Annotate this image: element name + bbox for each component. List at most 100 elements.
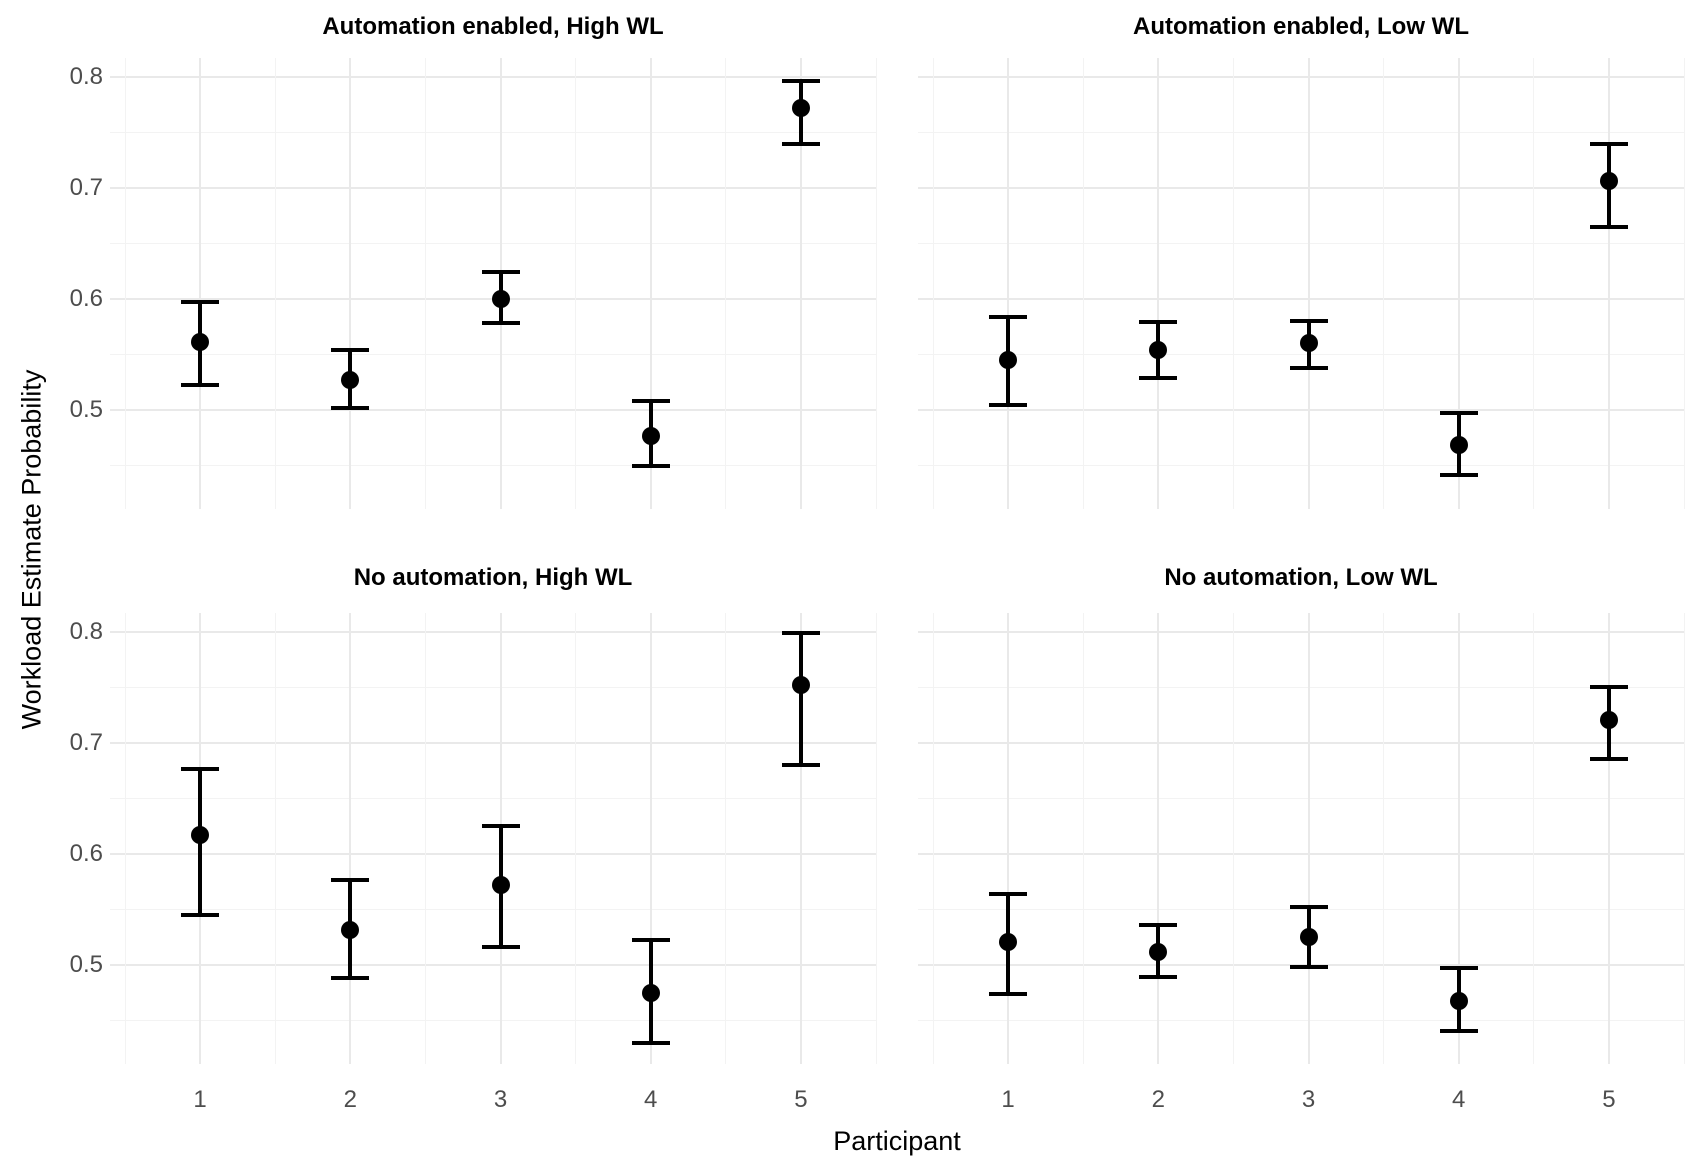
gridline-minor-v bbox=[1383, 58, 1385, 509]
data-point bbox=[191, 826, 210, 845]
error-bar-cap-top bbox=[1589, 685, 1628, 690]
error-bar-cap-bottom bbox=[481, 321, 520, 326]
gridline-minor-h bbox=[110, 243, 876, 244]
gridline-minor-h bbox=[918, 798, 1684, 799]
error-bar-cap-bottom bbox=[631, 1040, 670, 1045]
gridline-major-v bbox=[799, 58, 802, 509]
gridline-minor-h bbox=[918, 909, 1684, 911]
gridline-major-h bbox=[110, 964, 876, 967]
gridline-minor-v bbox=[1082, 613, 1084, 1064]
y-tick-label: 0.8 bbox=[69, 62, 103, 90]
gridline-minor-v bbox=[424, 613, 426, 1064]
gridline-major-h bbox=[110, 630, 876, 633]
error-bar-cap-top bbox=[181, 300, 220, 305]
gridline-minor-h bbox=[110, 1020, 876, 1022]
gridline-major-v bbox=[799, 613, 802, 1064]
gridline-minor-v bbox=[725, 58, 727, 509]
error-bar-cap-top bbox=[481, 270, 520, 275]
error-bar-cap-bottom bbox=[1289, 965, 1328, 970]
gridline-major-h bbox=[918, 186, 1684, 189]
gridline-major-h bbox=[110, 741, 876, 744]
data-point bbox=[491, 876, 510, 895]
gridline-major-h bbox=[110, 186, 876, 189]
gridline-minor-v bbox=[274, 58, 276, 509]
gridline-minor-v bbox=[1232, 58, 1234, 509]
gridline-major-v bbox=[349, 58, 352, 509]
error-bar-cap-bottom bbox=[1139, 375, 1178, 380]
gridline-minor-h bbox=[110, 686, 876, 688]
data-point bbox=[641, 983, 660, 1002]
error-bar-cap-bottom bbox=[331, 405, 370, 410]
error-bar-cap-top bbox=[1139, 923, 1178, 928]
gridline-minor-v bbox=[1683, 613, 1685, 1064]
gridline-major-v bbox=[1457, 58, 1460, 509]
error-bar-cap-top bbox=[181, 766, 220, 771]
y-tick-label: 0.7 bbox=[69, 173, 103, 201]
gridline-major-v bbox=[1607, 58, 1610, 509]
facet-panel bbox=[110, 613, 877, 1064]
gridline-major-h bbox=[918, 75, 1684, 78]
error-bar-cap-bottom bbox=[181, 382, 220, 387]
facet-panel bbox=[110, 58, 877, 509]
gridline-minor-v bbox=[1232, 613, 1234, 1064]
error-bar-cap-bottom bbox=[481, 945, 520, 950]
gridline-minor-h bbox=[110, 798, 876, 799]
gridline-minor-v bbox=[932, 58, 934, 509]
gridline-major-v bbox=[199, 58, 202, 509]
x-tick-label: 1 bbox=[1001, 1086, 1015, 1113]
data-point bbox=[1599, 172, 1618, 191]
error-bar-cap-top bbox=[781, 630, 820, 635]
error-bar-cap-top bbox=[1439, 411, 1478, 416]
error-bar-cap-top bbox=[1289, 319, 1328, 324]
gridline-major-v bbox=[1007, 58, 1010, 509]
gridline-minor-h bbox=[110, 909, 876, 911]
gridline-major-v bbox=[1307, 613, 1310, 1064]
error-bar-cap-bottom bbox=[781, 763, 820, 768]
gridline-minor-v bbox=[575, 613, 577, 1064]
error-bar-cap-top bbox=[1439, 966, 1478, 971]
gridline-minor-h bbox=[918, 1020, 1684, 1022]
gridline-major-v bbox=[1007, 613, 1010, 1064]
gridline-major-h bbox=[918, 741, 1684, 744]
gridline-minor-v bbox=[725, 613, 727, 1064]
data-point bbox=[641, 426, 660, 445]
error-bar-cap-top bbox=[331, 348, 370, 353]
gridline-minor-v bbox=[424, 58, 426, 509]
y-tick-label: 0.6 bbox=[69, 840, 103, 868]
gridline-minor-h bbox=[918, 354, 1684, 356]
data-point bbox=[1149, 341, 1168, 360]
gridline-minor-v bbox=[124, 58, 126, 509]
gridline-minor-v bbox=[274, 613, 276, 1064]
facet-title: No automation, Low WL bbox=[1164, 564, 1438, 591]
error-bar-cap-top bbox=[781, 79, 820, 84]
gridline-minor-v bbox=[932, 613, 934, 1064]
x-tick-label: 2 bbox=[1151, 1086, 1165, 1113]
gridline-major-h bbox=[918, 298, 1684, 301]
gridline-major-v bbox=[1157, 58, 1160, 509]
gridline-minor-h bbox=[918, 465, 1684, 467]
gridline-minor-v bbox=[124, 613, 126, 1064]
error-bar-cap-bottom bbox=[781, 141, 820, 146]
gridline-major-v bbox=[1307, 58, 1310, 509]
data-point bbox=[341, 371, 360, 390]
x-tick-label: 4 bbox=[644, 1086, 658, 1113]
gridline-minor-v bbox=[875, 613, 877, 1064]
error-bar-cap-top bbox=[989, 314, 1028, 319]
gridline-major-v bbox=[649, 58, 652, 509]
gridline-major-h bbox=[110, 853, 876, 856]
x-tick-label: 3 bbox=[493, 1086, 508, 1113]
gridline-minor-v bbox=[875, 58, 877, 509]
gridline-major-v bbox=[1607, 613, 1610, 1064]
gridline-minor-v bbox=[575, 58, 577, 509]
y-tick-label: 0.6 bbox=[69, 285, 103, 313]
gridline-minor-h bbox=[918, 686, 1684, 688]
error-bar-cap-top bbox=[989, 892, 1028, 897]
error-bar-cap-top bbox=[631, 937, 670, 942]
gridline-major-h bbox=[110, 75, 876, 78]
error-bar bbox=[798, 632, 803, 766]
error-bar-cap-bottom bbox=[989, 402, 1028, 407]
facet-title: No automation, High WL bbox=[353, 564, 633, 591]
y-tick-label: 0.5 bbox=[69, 396, 103, 424]
data-point bbox=[1149, 942, 1168, 961]
error-bar-cap-bottom bbox=[1439, 1028, 1478, 1033]
